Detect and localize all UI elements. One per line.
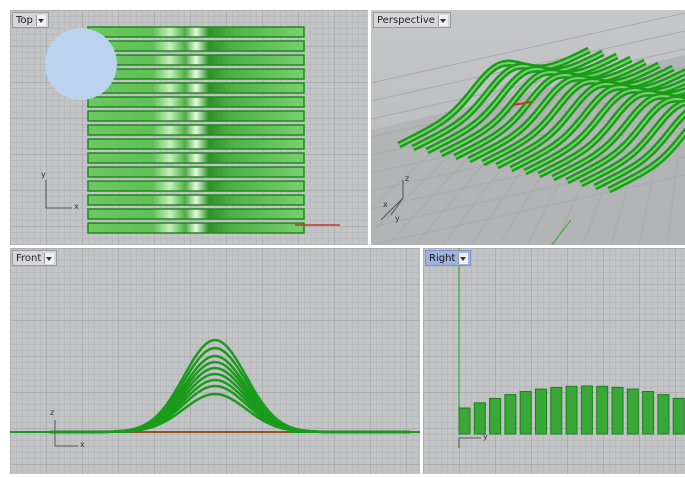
persp-z-axis-label: z	[405, 174, 410, 183]
perspective-strip-highlight	[412, 52, 604, 149]
viewport-layout: y x Top z x y Perspective	[8, 6, 685, 474]
perspective-strip-highlight	[496, 70, 685, 167]
right-bar	[657, 394, 670, 435]
perspective-strip-highlight	[552, 94, 685, 179]
perspective-strip-highlight	[594, 112, 685, 188]
right-view-geometry	[458, 248, 685, 448]
top-strip	[87, 68, 305, 80]
front-curve	[50, 392, 410, 434]
tab-top[interactable]: Top	[12, 12, 49, 28]
top-strip	[87, 40, 305, 52]
right-bar	[535, 388, 547, 435]
top-strip	[87, 138, 305, 150]
front-viewport[interactable]: z x Front	[10, 248, 420, 474]
tab-front-label: Front	[16, 252, 42, 264]
right-bar	[642, 391, 655, 435]
right-bar	[611, 386, 624, 435]
front-curve	[50, 366, 410, 434]
persp-y-axis-label: y	[395, 214, 400, 223]
right-bar	[519, 391, 532, 435]
right-bar	[565, 385, 578, 435]
perspective-strip-highlight	[440, 58, 632, 155]
perspective-viewport[interactable]: z x y Perspective	[371, 10, 685, 245]
top-strip	[87, 110, 305, 122]
perspective-strip-highlight	[482, 67, 674, 164]
top-view-geometry	[45, 26, 340, 234]
front-view-geometry	[10, 338, 420, 447]
front-z-axis-label: z	[50, 408, 55, 417]
perspective-strip-highlight	[580, 101, 685, 185]
front-curve	[50, 378, 410, 434]
front-curve	[50, 354, 410, 434]
front-curve	[50, 338, 410, 434]
tab-perspective[interactable]: Perspective	[373, 12, 451, 28]
right-bar	[504, 394, 517, 435]
top-strip	[87, 54, 305, 66]
perspective-view-geometry	[371, 12, 685, 245]
front-curve	[50, 384, 410, 434]
top-strip	[87, 222, 305, 234]
top-strip	[87, 124, 305, 136]
top-x-axis-label: x	[74, 202, 79, 211]
right-bar	[550, 386, 563, 435]
right-bar	[672, 397, 685, 435]
front-curve	[50, 372, 410, 434]
perspective-strip-highlight	[454, 61, 646, 158]
top-y-axis-label: y	[41, 170, 46, 179]
right-bar	[596, 385, 609, 435]
tab-front[interactable]: Front	[12, 250, 58, 266]
top-strip	[87, 166, 305, 178]
tab-right[interactable]: Right	[425, 250, 472, 266]
top-dropdown-icon[interactable]	[35, 14, 46, 26]
right-bar	[473, 402, 486, 435]
top-strip	[87, 26, 305, 38]
top-viewport[interactable]: y x Top	[10, 10, 368, 245]
top-strip	[87, 82, 305, 94]
tab-perspective-label: Perspective	[377, 14, 435, 26]
right-bar	[580, 385, 593, 435]
top-strip	[87, 96, 305, 108]
top-strip	[87, 208, 305, 220]
perspective-strip-highlight	[538, 91, 685, 176]
perspective-strip-highlight	[468, 64, 660, 161]
top-strip	[87, 152, 305, 164]
perspective-strip-highlight	[524, 88, 685, 173]
top-strip	[87, 180, 305, 192]
perspective-dropdown-icon[interactable]	[437, 14, 448, 26]
perspective-strip-highlight	[566, 97, 685, 182]
perspective-strip-highlight	[426, 55, 618, 152]
perspective-strip-highlight	[510, 80, 685, 170]
right-bar	[489, 397, 502, 435]
right-viewport[interactable]: y Right	[423, 248, 685, 474]
right-bar	[626, 388, 639, 435]
persp-x-axis-label: x	[383, 200, 388, 209]
tab-right-label: Right	[429, 252, 456, 264]
top-strip	[87, 194, 305, 206]
right-dropdown-icon[interactable]	[458, 252, 469, 264]
tab-top-label: Top	[16, 14, 33, 26]
cursor-highlight-circle	[45, 28, 117, 100]
right-bar	[458, 407, 471, 435]
right-y-axis-label: y	[483, 432, 488, 441]
perspective-strip-highlight	[608, 131, 685, 191]
front-dropdown-icon[interactable]	[44, 252, 55, 264]
front-x-axis-label: x	[80, 440, 85, 449]
perspective-strip-highlight	[398, 49, 590, 146]
